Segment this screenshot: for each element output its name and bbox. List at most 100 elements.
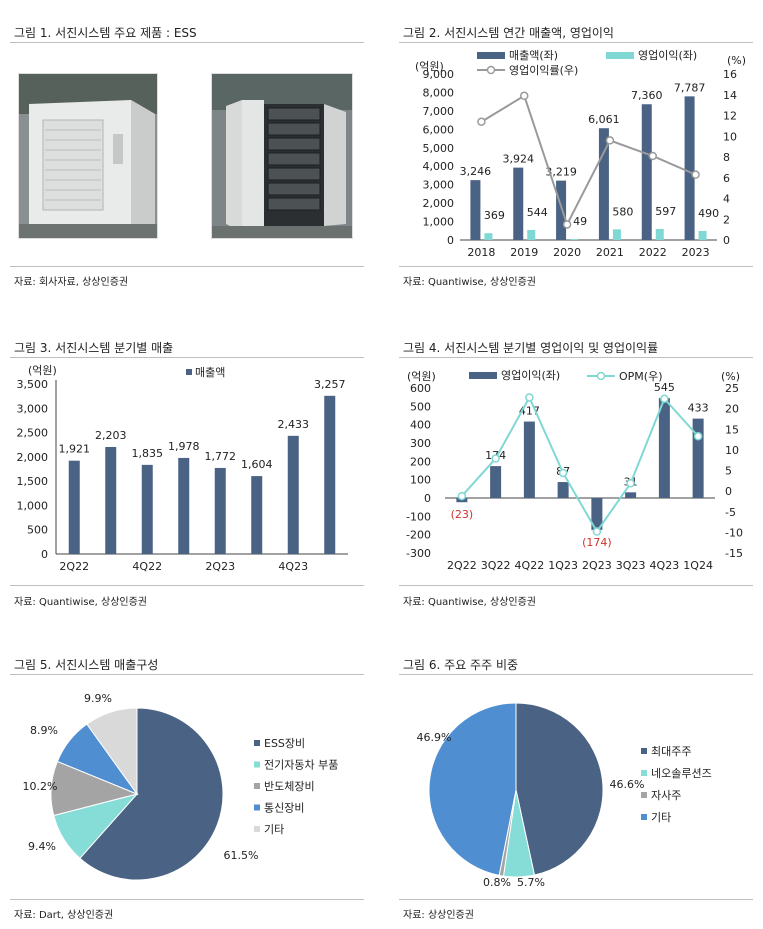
x-tick-label: 1Q24: [683, 559, 713, 572]
legend-swatch: [254, 783, 260, 789]
fig6-source: 자료: 상상인증권: [403, 910, 474, 921]
fig3-chart: (억원) 0 500 1,000 1,500 2,000 2,500 3,000 3,500 1,…: [17, 364, 348, 573]
opm-line: [461, 395, 699, 534]
fig1-rule: [10, 42, 364, 43]
op-value-label: 369: [484, 209, 505, 222]
y-tick-label: 2,500: [17, 427, 49, 440]
fig2-bottom-rule: [399, 266, 753, 267]
fig4-title: 그림 4. 서진시스템 분기별 영업이익 및 영업이익률: [403, 341, 659, 355]
y-axis-left-unit: (억원): [407, 370, 436, 383]
op-value-label: (174): [582, 536, 612, 549]
sales-value-label: 7,360: [631, 89, 663, 102]
x-tick-label: 4Q23: [650, 559, 680, 572]
opm-point: [520, 91, 529, 101]
op-bar: [591, 498, 603, 530]
y-tick-right-label: 5: [725, 465, 732, 478]
op-bar: [490, 466, 502, 498]
sales-value-label: 7,787: [674, 81, 706, 94]
y-tick-right-label: -10: [725, 526, 743, 539]
fig5-title: 그림 5. 서진시스템 매출구성: [14, 658, 159, 672]
fig6-title: 그림 6. 주요 주주 비중: [403, 658, 519, 672]
fig4-rule: [399, 357, 753, 358]
sales-value-label: 1,772: [205, 450, 237, 463]
fig4-chart: (억원) (%)-300-200-1000100200300400500600-1…: [406, 369, 743, 572]
y-tick-right-label: 16: [723, 68, 737, 81]
pie-slice-label: 5.7%: [517, 876, 545, 889]
opm-point: [491, 454, 500, 463]
sales-value-label: 2,433: [278, 418, 310, 431]
y-tick-left-label: 5,000: [423, 142, 455, 155]
fig5-source: 자료: Dart, 상상인증권: [14, 910, 114, 921]
legend-swatch: [186, 369, 192, 375]
op-bar: [527, 229, 536, 240]
fig5-bottom-rule: [10, 899, 364, 900]
sales-bar: [105, 446, 117, 554]
opm-point: [605, 136, 615, 145]
legend-label: 기타: [264, 823, 284, 836]
legend-swatch: [641, 770, 647, 776]
op-value-label: 580: [612, 205, 633, 218]
op-bar: [484, 233, 493, 240]
legend-swatch: [641, 792, 647, 798]
op-value-label: 49: [573, 215, 587, 228]
x-tick-label: 2018: [467, 246, 495, 259]
y-tick-left-label: 300: [410, 437, 431, 450]
pie-slice-label: 9.4%: [28, 840, 56, 853]
y-tick-right-label: 20: [725, 403, 739, 416]
sales-bar: [641, 104, 652, 240]
fig3-rule: [10, 357, 364, 358]
y-tick-left-label: 200: [410, 455, 431, 468]
x-tick-label: 4Q23: [278, 560, 308, 573]
y-tick-left-label: 9,000: [423, 68, 455, 81]
x-tick-label: 2Q23: [205, 560, 235, 573]
y-axis-right-unit: (%): [727, 54, 746, 67]
y-tick-left-label: 6,000: [423, 123, 455, 136]
fig6-rule: [399, 674, 753, 675]
legend-opm-marker: [596, 371, 606, 381]
pie-slice-label: 46.6%: [610, 778, 645, 791]
op-bar: [570, 239, 579, 240]
y-tick-label: 0: [41, 548, 48, 561]
legend-swatch: [254, 826, 260, 832]
sales-value-label: 1,921: [59, 443, 91, 456]
legend-opm-marker: [486, 65, 496, 75]
x-tick-label: 4Q22: [132, 560, 162, 573]
fig3-title: 그림 3. 서진시스템 분기별 매출: [14, 341, 174, 355]
legend-op-label: 영업이익(좌): [501, 369, 560, 382]
y-tick-label: 2,000: [17, 451, 49, 464]
sales-bar: [178, 457, 190, 554]
y-tick-right-label: 0: [723, 234, 730, 247]
op-value-label: (23): [451, 508, 474, 521]
y-tick-right-label: 2: [723, 213, 730, 226]
pie-slice: [86, 707, 138, 796]
legend-op-label: 영업이익(좌): [638, 49, 697, 62]
fig6-chart: 46.6% 최대주주 5.7% 네오솔루션즈 0.8% 자사주 46.9% 기타: [417, 702, 712, 889]
legend-label: 최대주주: [651, 745, 691, 758]
y-tick-label: 500: [27, 524, 48, 537]
legend-label: 전기자동차 부품: [264, 759, 338, 772]
legend-swatch: [641, 748, 647, 754]
x-tick-label: 2Q22: [447, 559, 477, 572]
legend-label: 네오솔루션즈: [651, 767, 712, 780]
legend-label: 반도체장비: [264, 780, 315, 793]
y-axis-right-unit: (%): [721, 370, 740, 383]
sales-value-label: 1,978: [168, 440, 200, 453]
y-tick-left-label: 3,000: [423, 179, 455, 192]
fig5-rule: [10, 674, 364, 675]
fig4-bottom-rule: [399, 585, 753, 586]
y-tick-left-label: 100: [410, 474, 431, 487]
opm-point: [626, 479, 635, 488]
opm-point: [691, 170, 700, 179]
ess-cabinet-open-photo: [211, 73, 353, 239]
legend-op-swatch: [606, 52, 634, 59]
y-tick-right-label: -15: [725, 547, 743, 560]
y-tick-left-label: 4,000: [423, 160, 455, 173]
y-tick-label: 3,000: [17, 402, 49, 415]
sales-value-label: 3,246: [460, 165, 492, 178]
legend-opm-label: OPM(우): [619, 370, 663, 383]
op-value-label: 597: [655, 205, 676, 218]
x-tick-label: 2023: [682, 246, 710, 259]
sales-bar: [68, 460, 80, 554]
x-tick-label: 3Q23: [616, 559, 646, 572]
x-tick-label: 2Q22: [59, 560, 89, 573]
